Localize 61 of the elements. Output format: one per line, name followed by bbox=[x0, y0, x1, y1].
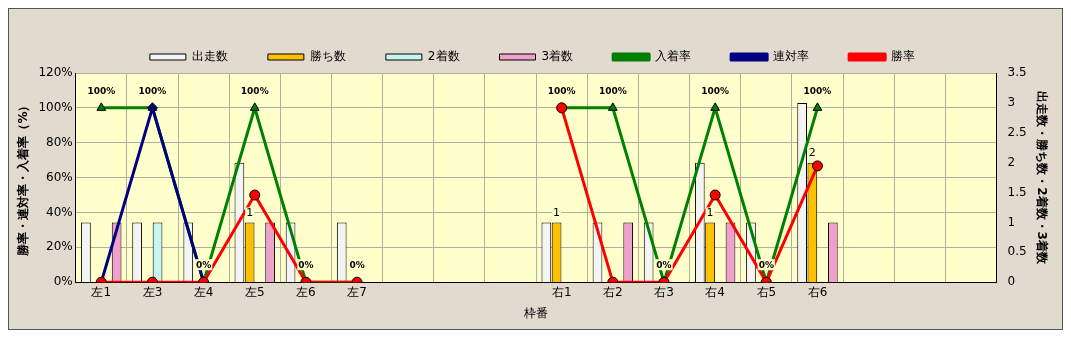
y2-tick-label: 1 bbox=[1007, 214, 1016, 229]
y-tick-label: 40% bbox=[46, 204, 73, 219]
point bbox=[249, 102, 260, 111]
data-label: 0% bbox=[758, 260, 774, 271]
data-label: 100% bbox=[138, 85, 167, 96]
data-label: 0% bbox=[195, 260, 212, 271]
data-label: 1 bbox=[246, 205, 254, 219]
legend-label: 入着率 bbox=[655, 49, 692, 64]
x-tick-label: 右2 bbox=[603, 284, 623, 299]
legend-label: 3着数 bbox=[541, 49, 574, 64]
data-label: 100% bbox=[87, 85, 116, 96]
x-tick-label: 左5 bbox=[244, 284, 265, 299]
y-axis-title: 勝率・連対率・入着率（%） bbox=[16, 99, 31, 257]
point bbox=[249, 189, 261, 201]
y2-tick-label: 1.5 bbox=[1007, 184, 1027, 199]
legend-label: 勝ち数 bbox=[309, 49, 346, 64]
y-tick-label: 60% bbox=[46, 169, 73, 184]
x-tick-label: 右1 bbox=[551, 284, 572, 299]
x-tick-label: 左3 bbox=[142, 284, 163, 299]
x-tick-label: 左1 bbox=[91, 284, 112, 299]
point bbox=[96, 102, 107, 111]
data-label: 100% bbox=[803, 85, 832, 96]
y2-tick-label: 3.5 bbox=[1007, 65, 1027, 80]
y-tick-label: 20% bbox=[46, 239, 73, 254]
legend-label: 勝率 bbox=[891, 49, 916, 64]
y2-tick-label: 3 bbox=[1007, 95, 1016, 110]
y2-tick-label: 0.5 bbox=[1007, 244, 1027, 259]
data-label: 0% bbox=[656, 260, 672, 271]
y-tick-label: 100% bbox=[38, 99, 73, 114]
x-tick-label: 左4 bbox=[193, 284, 214, 299]
data-label: 100% bbox=[240, 85, 269, 96]
legend-label: 出走数 bbox=[191, 49, 228, 64]
y-tick-label: 0% bbox=[53, 274, 73, 289]
x-tick-label: 右4 bbox=[705, 284, 725, 299]
y-tick-label: 120% bbox=[38, 65, 73, 80]
data-label: 0% bbox=[349, 260, 365, 271]
y-tick-label: 80% bbox=[46, 134, 73, 149]
legend-label: 連対率 bbox=[773, 49, 810, 64]
data-label: 100% bbox=[701, 85, 730, 96]
data-label: 1 bbox=[706, 205, 714, 219]
data-label: 100% bbox=[598, 85, 627, 96]
data-label: 0% bbox=[298, 260, 314, 271]
point bbox=[811, 160, 823, 172]
x-axis-title: 枠番 bbox=[523, 305, 549, 320]
y2-axis-title: 出走数・勝ち数・2着数・3着数 bbox=[1034, 91, 1049, 265]
x-tick-label: 左7 bbox=[347, 284, 367, 299]
x-tick-label: 右3 bbox=[654, 284, 674, 299]
y2-tick-label: 2 bbox=[1007, 154, 1016, 169]
point bbox=[710, 102, 720, 111]
point bbox=[608, 102, 618, 111]
x-tick-label: 右5 bbox=[756, 284, 777, 299]
data-label: 100% bbox=[547, 85, 576, 96]
data-label: 1 bbox=[553, 205, 561, 219]
legend-label: 2着数 bbox=[427, 49, 460, 64]
x-tick-label: 右6 bbox=[807, 284, 828, 299]
y2-tick-label: 0 bbox=[1007, 274, 1016, 289]
data-label: 2 bbox=[808, 146, 816, 160]
point bbox=[709, 189, 721, 201]
x-tick-label: 左6 bbox=[296, 284, 316, 299]
y2-tick-label: 2.5 bbox=[1007, 124, 1027, 139]
point bbox=[812, 102, 823, 111]
